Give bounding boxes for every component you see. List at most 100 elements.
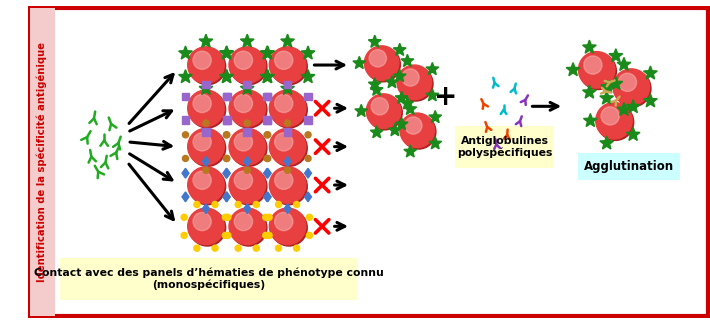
Circle shape (269, 167, 306, 203)
Polygon shape (241, 34, 254, 47)
Polygon shape (280, 34, 295, 47)
Polygon shape (404, 102, 417, 114)
Circle shape (305, 156, 311, 161)
Circle shape (253, 245, 259, 251)
Polygon shape (584, 113, 597, 127)
Circle shape (364, 46, 399, 80)
Circle shape (224, 132, 230, 138)
Circle shape (182, 132, 189, 138)
Polygon shape (429, 110, 442, 122)
Circle shape (601, 107, 619, 125)
Circle shape (229, 208, 266, 245)
Circle shape (229, 90, 266, 126)
Circle shape (401, 114, 436, 149)
Circle shape (235, 202, 241, 207)
Polygon shape (220, 46, 234, 59)
Circle shape (187, 47, 224, 83)
Bar (305, 93, 312, 100)
Circle shape (203, 120, 209, 126)
Circle shape (194, 202, 200, 207)
Circle shape (269, 208, 306, 245)
Circle shape (234, 213, 253, 231)
Polygon shape (393, 70, 406, 82)
Polygon shape (393, 43, 406, 55)
Circle shape (181, 214, 187, 220)
Circle shape (224, 156, 230, 161)
Circle shape (584, 56, 602, 74)
Circle shape (189, 168, 226, 205)
Circle shape (269, 128, 306, 165)
Polygon shape (224, 192, 230, 202)
Bar (202, 81, 209, 88)
Polygon shape (244, 156, 251, 166)
Bar (264, 93, 271, 100)
Bar (223, 116, 230, 124)
Polygon shape (426, 63, 439, 75)
Bar (263, 116, 271, 124)
Polygon shape (355, 104, 368, 117)
Polygon shape (626, 99, 640, 113)
Circle shape (234, 171, 253, 189)
Circle shape (366, 94, 401, 128)
Circle shape (225, 232, 231, 238)
Circle shape (266, 214, 272, 220)
Polygon shape (263, 168, 271, 178)
Polygon shape (261, 70, 275, 83)
Circle shape (234, 51, 253, 69)
Circle shape (405, 117, 422, 134)
Polygon shape (371, 83, 383, 95)
Polygon shape (386, 75, 398, 88)
Text: Contact avec des panels d’hématies de phénotype connu
(monospécifiques): Contact avec des panels d’hématies de ph… (34, 268, 383, 291)
Bar (223, 93, 231, 100)
Polygon shape (223, 168, 230, 178)
Polygon shape (601, 80, 614, 93)
Circle shape (193, 94, 212, 112)
Polygon shape (600, 136, 613, 149)
Circle shape (231, 48, 267, 85)
Circle shape (229, 167, 266, 203)
Polygon shape (263, 192, 271, 202)
Circle shape (369, 50, 386, 67)
Circle shape (402, 69, 419, 86)
Polygon shape (261, 46, 275, 59)
Circle shape (305, 132, 311, 138)
Circle shape (368, 95, 403, 130)
Circle shape (307, 232, 312, 238)
Circle shape (271, 48, 307, 85)
Bar (223, 93, 230, 100)
Circle shape (613, 69, 650, 105)
Circle shape (231, 91, 267, 128)
Text: Identification de la spécificité antigénique: Identification de la spécificité antigén… (36, 42, 47, 282)
Polygon shape (643, 94, 657, 107)
Circle shape (597, 104, 633, 140)
Polygon shape (202, 156, 209, 166)
FancyBboxPatch shape (31, 8, 55, 316)
Text: Antiglobulines
polyspécifiques: Antiglobulines polyspécifiques (457, 135, 552, 158)
Bar (223, 116, 231, 124)
Bar (264, 116, 271, 124)
Circle shape (275, 133, 293, 151)
Polygon shape (224, 168, 230, 178)
Circle shape (225, 214, 231, 220)
Circle shape (234, 94, 253, 112)
Circle shape (189, 91, 226, 128)
Polygon shape (264, 168, 271, 178)
Circle shape (231, 168, 267, 205)
Circle shape (229, 128, 266, 165)
Polygon shape (626, 127, 640, 140)
Polygon shape (371, 126, 383, 138)
Polygon shape (404, 145, 417, 157)
Polygon shape (219, 70, 234, 83)
Polygon shape (566, 63, 580, 76)
Circle shape (253, 202, 259, 207)
Circle shape (307, 214, 312, 220)
Circle shape (193, 51, 212, 69)
Circle shape (294, 202, 300, 207)
Circle shape (203, 167, 209, 173)
Circle shape (244, 120, 250, 126)
Circle shape (224, 156, 229, 161)
Circle shape (235, 245, 241, 251)
Polygon shape (401, 54, 414, 66)
Polygon shape (600, 91, 613, 104)
Circle shape (596, 102, 632, 139)
